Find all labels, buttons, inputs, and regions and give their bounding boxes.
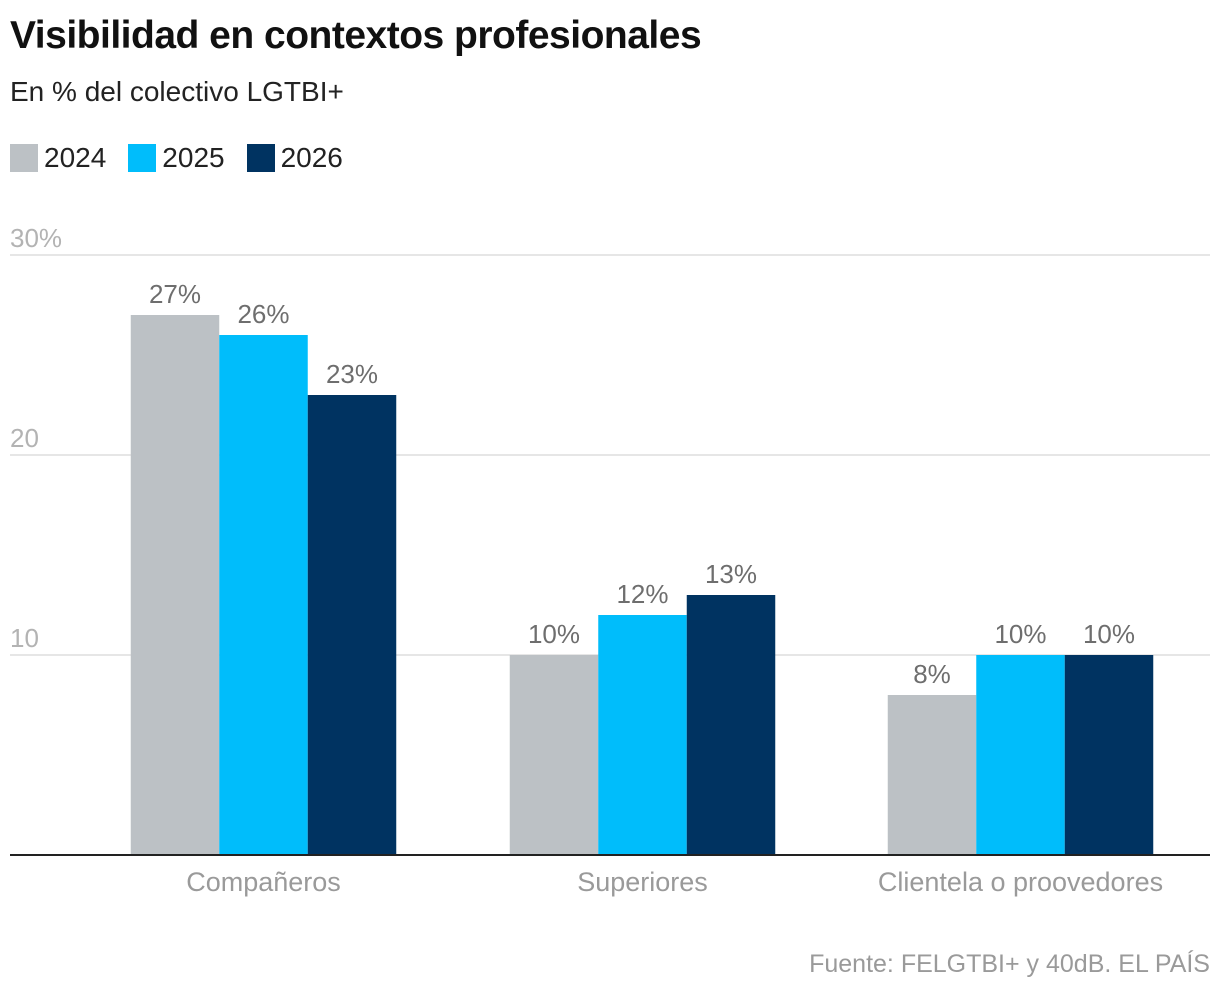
chart-subtitle: En % del colectivo LGTBI+ [10,76,344,107]
data-label-2024-3: 8% [913,659,951,689]
legend: 2024 2025 2026 [10,142,365,174]
legend-label-2024: 2024 [44,142,107,173]
legend-swatch-2025 [128,144,157,172]
bar-2026-2 [686,595,776,855]
bar-2025-3 [976,655,1065,855]
legend-item-2024: 2024 [10,142,106,174]
bar-2024-3 [887,695,977,855]
bar-2026-3 [1064,655,1154,855]
bar-chart: 10 20 30% 27% 26% 23% Compañeros 10% 12% 13% Super… [10,223,1210,897]
x-category-label-2: Superiores [577,867,708,897]
source-note: Fuente: FELGTBI+ y 40dB. EL PAÍS [809,950,1210,978]
bar-2025-1 [219,335,308,855]
data-label-2026-1: 23% [326,359,378,389]
bar-2024-1 [130,315,220,855]
data-label-2024-1: 27% [149,279,201,309]
bar-2026-1 [307,395,397,855]
data-label-2025-2: 12% [616,579,668,609]
x-category-label-3: Clientela o proovedores [878,867,1163,897]
legend-label-2025: 2025 [162,142,225,173]
data-label-2026-3: 10% [1083,619,1135,649]
legend-swatch-2026 [246,144,275,172]
legend-swatch-2024 [10,144,38,172]
legend-item-2025: 2025 [128,142,225,174]
data-label-2026-2: 13% [705,559,757,589]
legend-label-2026: 2026 [280,142,343,173]
data-label-2025-3: 10% [994,619,1046,649]
x-category-label-1: Compañeros [186,867,341,897]
bar-2024-2 [509,655,599,855]
y-tick-label-10: 10 [10,623,39,653]
data-label-2024-2: 10% [528,619,580,649]
data-label-2025-1: 26% [237,299,289,329]
chart-title: Visibilidad en contextos profesionales [10,14,702,57]
legend-item-2026: 2026 [246,142,343,174]
bar-2025-2 [598,615,687,855]
y-tick-label-20: 20 [10,423,39,453]
y-tick-label-30: 30% [10,223,62,253]
